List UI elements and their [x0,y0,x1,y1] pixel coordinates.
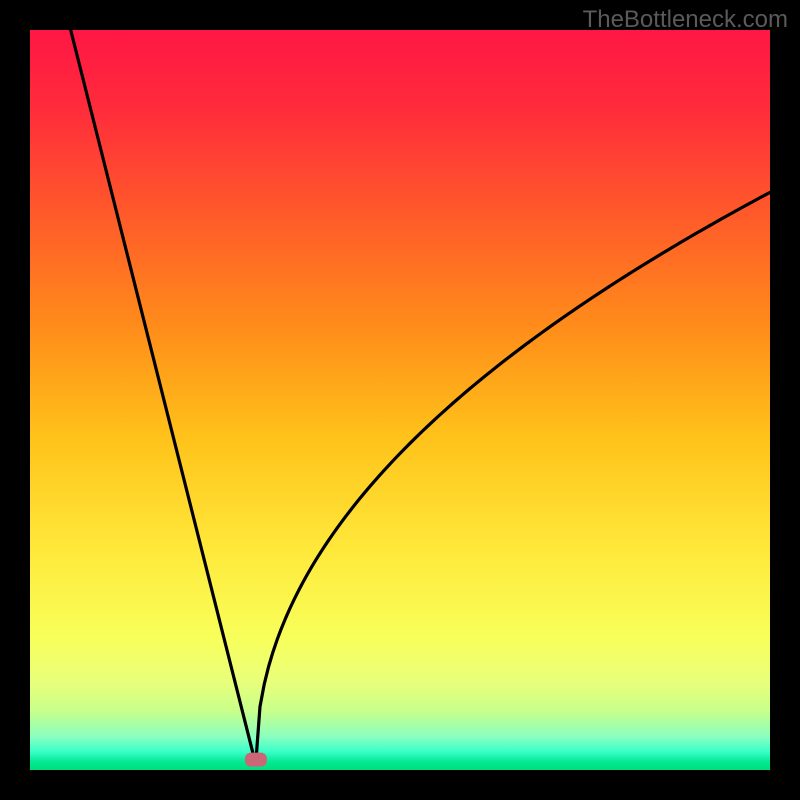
chart-frame: TheBottleneck.com [0,0,800,800]
plot-area [30,30,770,770]
curve-path [71,30,770,764]
bottleneck-curve [30,30,770,770]
optimum-marker [245,752,267,767]
watermark-text: TheBottleneck.com [583,6,788,34]
